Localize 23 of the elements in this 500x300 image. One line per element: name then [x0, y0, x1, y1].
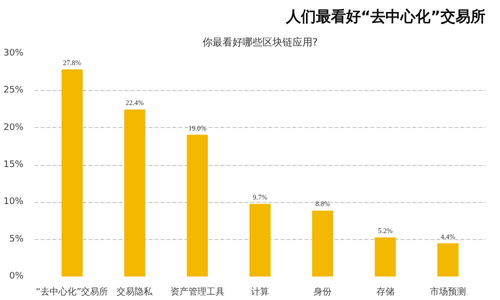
bar: [437, 243, 458, 276]
x-tick-label: 计算: [251, 286, 269, 298]
y-tick-label: 10%: [3, 197, 24, 208]
x-tick-label: 交易隐私: [116, 286, 154, 298]
chart-subtitle: 你最看好哪些区块链应用?: [202, 36, 318, 48]
bar: [124, 109, 146, 276]
x-tick-label: 资产管理工具: [170, 286, 224, 298]
y-tick-label: 15%: [3, 160, 24, 170]
bar: [374, 237, 396, 276]
y-tick-label: 30%: [3, 48, 24, 58]
x-tick-label: 市场预测: [430, 286, 466, 298]
y-tick-label: 20%: [3, 122, 24, 133]
x-tick-label: “去中心化”交易所: [36, 286, 108, 298]
bar: [312, 210, 334, 276]
y-tick-label: 0%: [9, 272, 24, 282]
x-tick-label: 身份: [314, 286, 332, 298]
chart-title: 人们最看好“去中心化”交易所: [284, 8, 486, 26]
x-tick-label: 存储: [376, 286, 394, 298]
y-tick-label: 5%: [9, 234, 24, 244]
bar: [62, 69, 83, 276]
bar: [249, 204, 271, 276]
y-tick-label: 25%: [3, 86, 24, 96]
bar: [186, 134, 208, 276]
